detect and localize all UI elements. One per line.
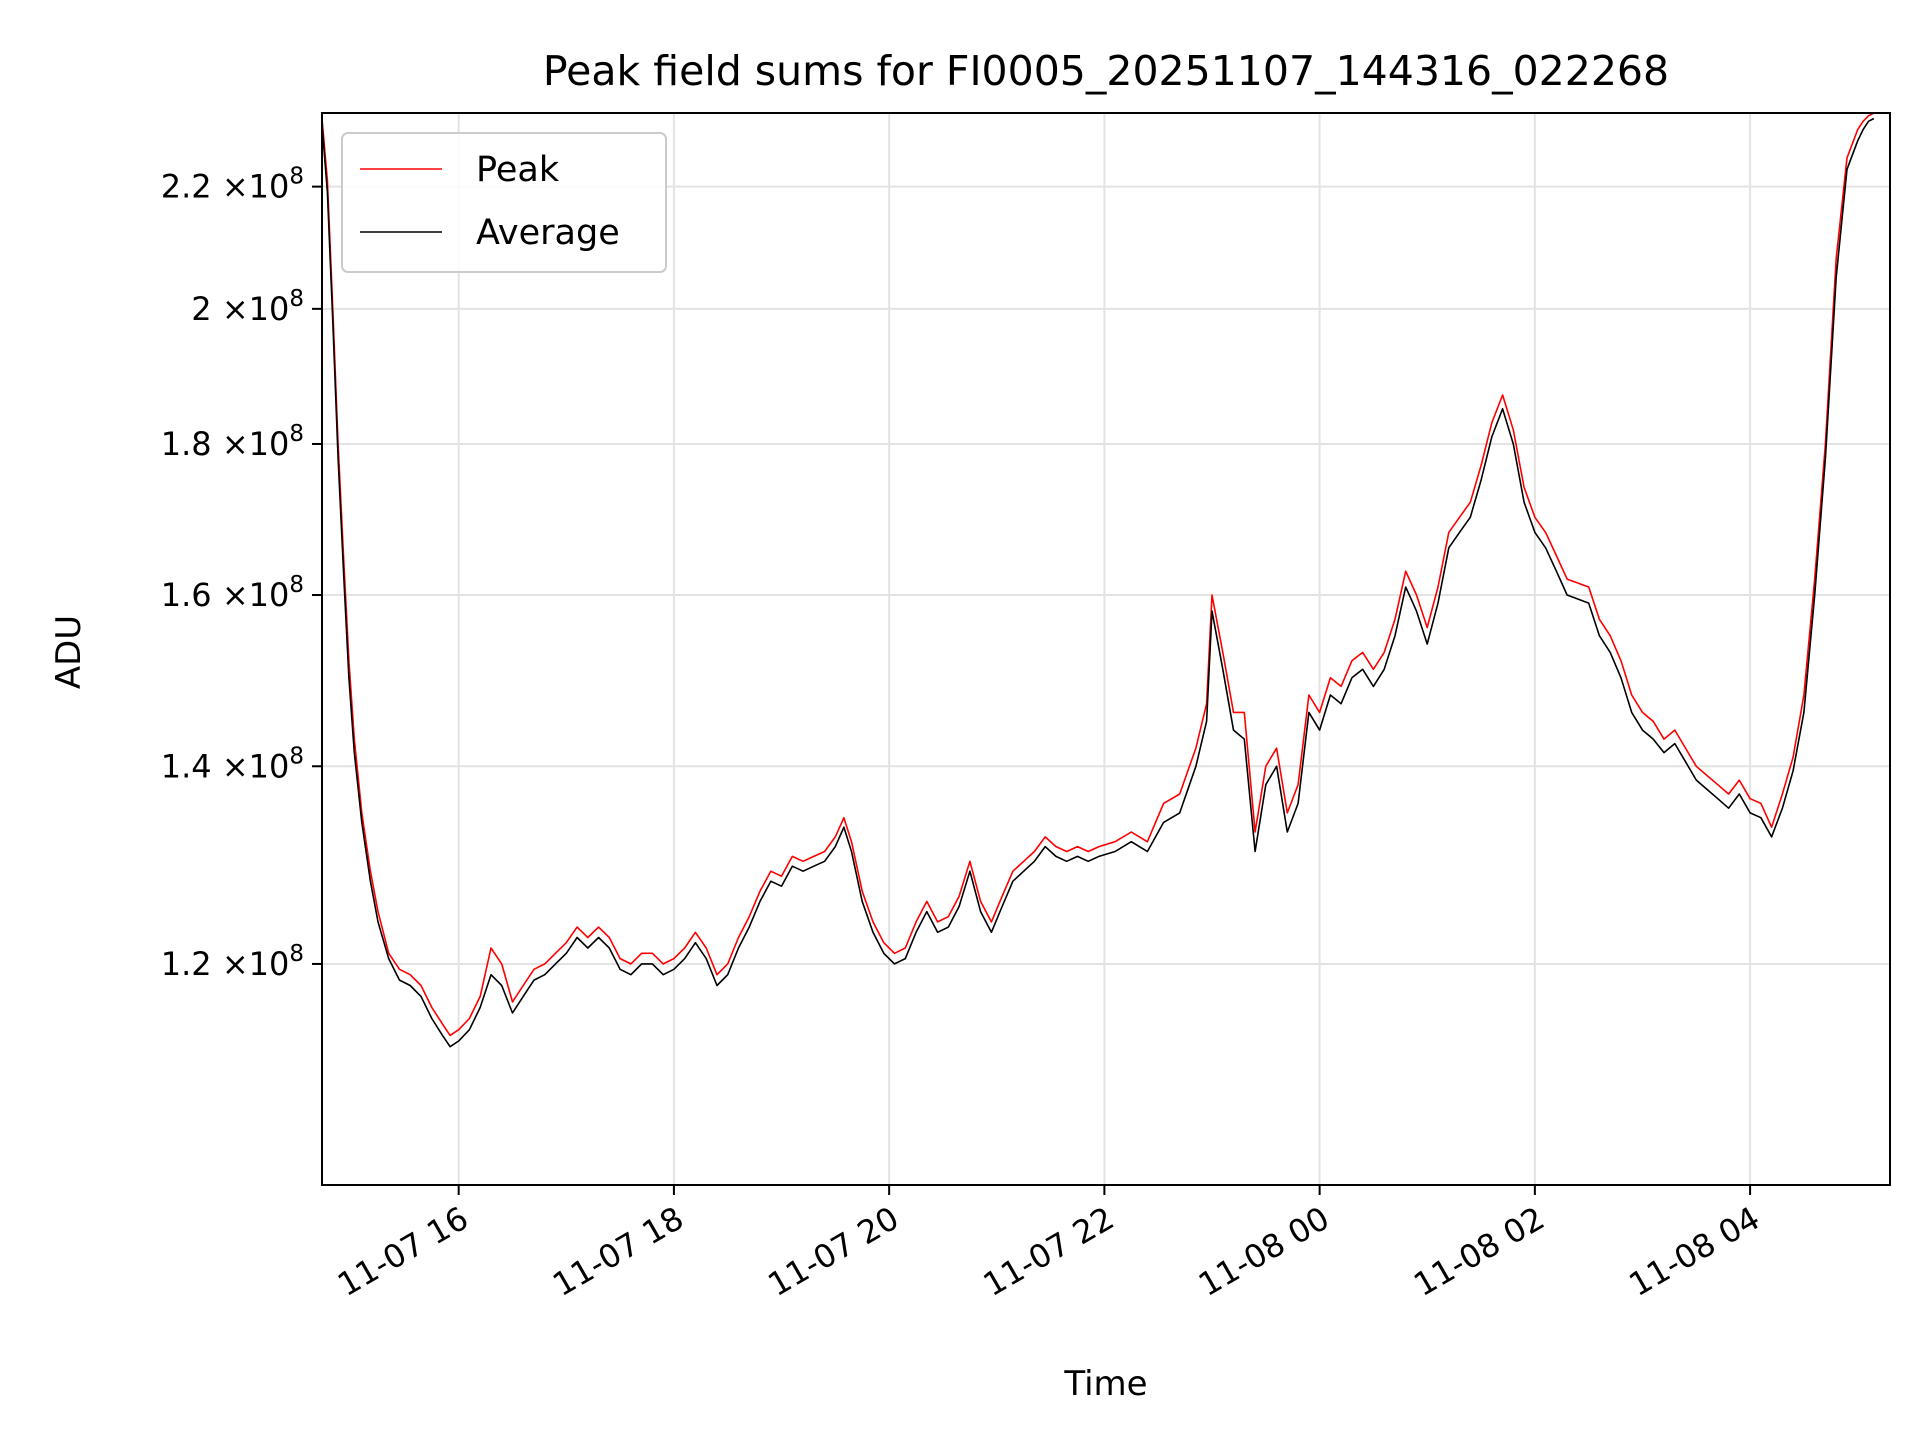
y-axis-ticks: 1.2 ×108 1.4 ×108 1.6 ×108 1.8 ×108 2 ×108 2.…: [161, 164, 322, 983]
peak-series-line: [321, 112, 1875, 1037]
x-axis-label: Time: [1063, 1364, 1147, 1404]
average-series-line: [321, 117, 1875, 1048]
y-tick-label: 1.2 ×108: [161, 941, 304, 983]
series-layer: [321, 112, 1875, 1048]
y-tick-label: 1.8 ×108: [161, 421, 304, 463]
legend: Peak Average: [341, 132, 667, 273]
legend-label-peak: Peak: [476, 150, 560, 190]
legend-box: [341, 132, 667, 273]
y-tick-label: 1.4 ×108: [161, 743, 304, 785]
y-tick-label: 2.2 ×108: [161, 164, 304, 206]
legend-label-average: Average: [476, 213, 620, 253]
chart-title: Peak field sums for FI0005_20251107_1443…: [543, 47, 1669, 95]
y-axis-label: ADU: [49, 615, 89, 689]
y-tick-label: 1.6 ×108: [161, 572, 304, 614]
grid: [322, 113, 1890, 1185]
plot-frame: [321, 112, 1891, 1186]
y-tick-label: 2 ×108: [191, 286, 304, 328]
